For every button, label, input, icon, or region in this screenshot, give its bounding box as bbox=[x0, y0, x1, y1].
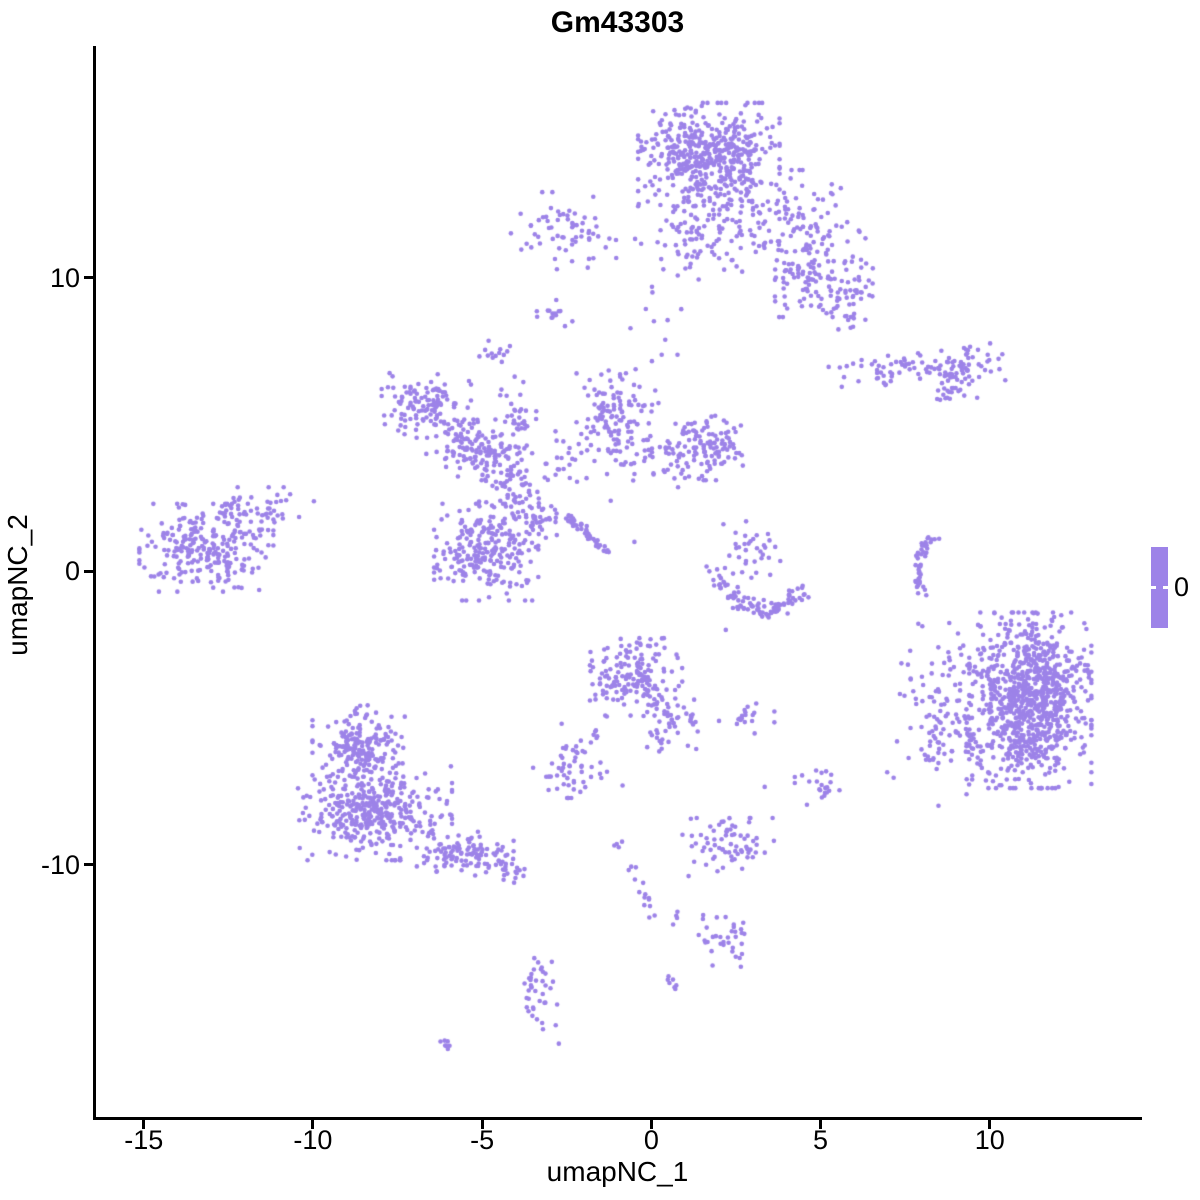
x-axis-tick-label: 10 bbox=[974, 1125, 1005, 1155]
y-axis-tick-label: 0 bbox=[64, 556, 80, 587]
x-axis-title: umapNC_1 bbox=[546, 1156, 689, 1187]
x-axis-tick-label: 5 bbox=[813, 1125, 829, 1155]
x-axis-tick bbox=[142, 1120, 146, 1129]
y-axis-line bbox=[93, 46, 96, 1120]
x-axis-tick bbox=[649, 1120, 653, 1129]
y-axis-tick bbox=[84, 863, 93, 867]
x-axis-tick-label: 0 bbox=[643, 1125, 659, 1155]
x-axis-tick bbox=[480, 1120, 484, 1129]
y-axis-tick bbox=[84, 276, 93, 280]
y-axis-tick-label: -10 bbox=[40, 849, 80, 880]
y-axis-title: umapNC_2 bbox=[2, 514, 33, 656]
y-axis-tick-label: 10 bbox=[49, 262, 80, 293]
legend-label: 0 bbox=[1174, 572, 1190, 602]
x-axis-tick bbox=[311, 1120, 315, 1129]
legend-colorbar bbox=[1151, 547, 1168, 628]
legend-tick-left bbox=[1151, 586, 1156, 589]
x-axis-tick-label: -5 bbox=[470, 1125, 495, 1155]
x-axis-tick-label: -15 bbox=[124, 1125, 164, 1155]
x-axis-tick-label: -10 bbox=[293, 1125, 333, 1155]
x-axis-line bbox=[93, 1117, 1142, 1120]
x-axis-tick bbox=[988, 1120, 992, 1129]
legend-tick-right bbox=[1163, 586, 1168, 589]
y-axis-tick bbox=[84, 569, 93, 573]
x-axis-tick bbox=[819, 1120, 823, 1129]
